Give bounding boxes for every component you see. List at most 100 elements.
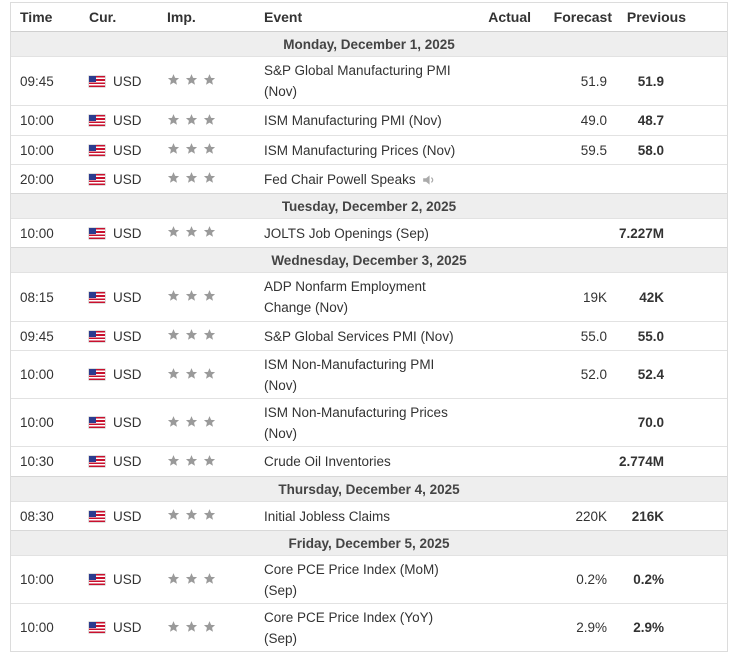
currency-code: USD bbox=[113, 113, 142, 128]
event-row[interactable]: 08:15 USD ADP Nonfarm Employment Change (N… bbox=[11, 272, 727, 321]
event-name[interactable]: ISM Non-Manufacturing PMI (Nov) bbox=[262, 354, 469, 396]
event-name[interactable]: Crude Oil Inventories bbox=[262, 451, 469, 472]
event-currency: USD bbox=[83, 415, 163, 430]
event-previous: 52.4 bbox=[637, 367, 664, 382]
event-previous: 58.0 bbox=[637, 142, 664, 158]
importance-stars bbox=[163, 113, 262, 129]
event-name[interactable]: Core PCE Price Index (MoM) (Sep) bbox=[262, 559, 469, 601]
date-header: Tuesday, December 2, 2025 bbox=[11, 193, 727, 218]
importance-stars bbox=[163, 508, 262, 524]
col-time[interactable]: Time bbox=[20, 9, 53, 25]
event-forecast: 51.9 bbox=[580, 73, 607, 89]
event-name[interactable]: Fed Chair Powell Speaks bbox=[262, 169, 469, 190]
event-time: 10:00 bbox=[20, 142, 54, 158]
col-forecast[interactable]: Forecast bbox=[553, 9, 612, 25]
col-currency[interactable]: Cur. bbox=[89, 9, 117, 25]
importance-stars bbox=[163, 73, 262, 89]
event-previous: 42K bbox=[639, 289, 664, 305]
star-icon bbox=[203, 142, 221, 158]
event-row[interactable]: 10:00 USD ISM Non-Manufacturing Prices (No… bbox=[11, 398, 727, 446]
event-row[interactable]: 10:00 USD JOLTS Job Openings (Sep) 7.227M bbox=[11, 218, 727, 247]
event-time: 08:15 bbox=[20, 289, 54, 305]
event-name[interactable]: S&P Global Services PMI (Nov) bbox=[262, 326, 469, 347]
event-name-text[interactable]: Core PCE Price Index (YoY) (Sep) bbox=[264, 609, 434, 646]
event-row[interactable]: 09:45 USD S&P Global Manufacturing PMI (No… bbox=[11, 56, 727, 105]
event-row[interactable]: 10:00 USD ISM Manufacturing PMI (Nov) 49.0 4… bbox=[11, 105, 727, 135]
us-flag-icon bbox=[89, 622, 105, 633]
event-row[interactable]: 10:00 USD ISM Manufacturing Prices (Nov) 59… bbox=[11, 135, 727, 164]
event-name-text[interactable]: S&P Global Services PMI (Nov) bbox=[264, 328, 454, 344]
importance-stars bbox=[163, 620, 262, 636]
star-icon bbox=[203, 620, 221, 636]
event-time: 10:30 bbox=[20, 454, 54, 469]
col-actual[interactable]: Actual bbox=[488, 9, 531, 25]
event-currency: USD bbox=[83, 509, 163, 524]
event-row[interactable]: 20:00 USD Fed Chair Powell Speaks bbox=[11, 164, 727, 193]
star-icon bbox=[167, 415, 185, 431]
event-previous: 7.227M bbox=[618, 225, 664, 241]
star-icon bbox=[185, 171, 203, 187]
us-flag-icon bbox=[89, 456, 105, 467]
event-name-text[interactable]: ISM Manufacturing PMI (Nov) bbox=[264, 113, 442, 128]
us-flag-icon bbox=[89, 173, 105, 185]
event-row[interactable]: 08:30 USD Initial Jobless Claims 220K 216K bbox=[11, 501, 727, 530]
event-previous: 70.0 bbox=[637, 415, 664, 430]
event-forecast: 55.0 bbox=[580, 328, 607, 344]
event-name-text[interactable]: ISM Manufacturing Prices (Nov) bbox=[264, 142, 456, 158]
star-icon bbox=[203, 328, 221, 344]
event-name-text[interactable]: Fed Chair Powell Speaks bbox=[264, 171, 416, 187]
event-row[interactable]: 09:45 USD S&P Global Services PMI (Nov) 55.… bbox=[11, 321, 727, 350]
event-name-text[interactable]: Crude Oil Inventories bbox=[264, 454, 391, 469]
event-name[interactable]: S&P Global Manufacturing PMI (Nov) bbox=[262, 60, 469, 102]
event-name-text[interactable]: ISM Non-Manufacturing PMI (Nov) bbox=[264, 356, 435, 393]
star-icon bbox=[167, 620, 185, 636]
event-forecast: 59.5 bbox=[580, 142, 607, 158]
event-forecast: 52.0 bbox=[580, 367, 607, 382]
event-name[interactable]: ISM Manufacturing PMI (Nov) bbox=[262, 110, 469, 131]
table-header: Time Cur. Imp. Event Actual Forecast Pre… bbox=[11, 3, 727, 32]
event-name[interactable]: ISM Manufacturing Prices (Nov) bbox=[262, 140, 469, 161]
event-row[interactable]: 10:00 USD ISM Non-Manufacturing PMI (Nov) 5… bbox=[11, 350, 727, 398]
event-name-text[interactable]: JOLTS Job Openings (Sep) bbox=[264, 225, 429, 241]
event-row[interactable]: 10:30 USD Crude Oil Inventories 2.774M bbox=[11, 446, 727, 476]
event-time: 10:00 bbox=[20, 620, 54, 635]
importance-stars bbox=[163, 415, 262, 431]
importance-stars bbox=[163, 572, 262, 588]
event-row[interactable]: 10:00 USD Core PCE Price Index (YoY) (Sep)… bbox=[11, 603, 727, 651]
event-name-text[interactable]: Core PCE Price Index (MoM) (Sep) bbox=[264, 561, 439, 598]
event-previous: 2.9% bbox=[633, 620, 664, 635]
event-name[interactable]: Core PCE Price Index (YoY) (Sep) bbox=[262, 607, 469, 649]
event-name-text[interactable]: Initial Jobless Claims bbox=[264, 508, 391, 524]
event-name-text[interactable]: S&P Global Manufacturing PMI (Nov) bbox=[264, 63, 451, 99]
event-name[interactable]: JOLTS Job Openings (Sep) bbox=[262, 223, 469, 244]
event-row[interactable]: 10:00 USD Core PCE Price Index (MoM) (Sep)… bbox=[11, 555, 727, 603]
star-icon bbox=[203, 572, 221, 588]
star-icon bbox=[203, 289, 221, 305]
economic-calendar: Time Cur. Imp. Event Actual Forecast Pre… bbox=[10, 2, 728, 652]
event-time: 10:00 bbox=[20, 113, 54, 128]
star-icon bbox=[167, 142, 185, 158]
col-event[interactable]: Event bbox=[264, 8, 303, 25]
event-time: 20:00 bbox=[20, 171, 54, 187]
event-name-text[interactable]: ISM Non-Manufacturing Prices (Nov) bbox=[264, 404, 448, 441]
event-name[interactable]: Initial Jobless Claims bbox=[262, 506, 469, 527]
date-header: Thursday, December 4, 2025 bbox=[11, 476, 727, 501]
event-currency: USD bbox=[83, 367, 163, 382]
star-icon bbox=[167, 289, 185, 305]
col-previous[interactable]: Previous bbox=[626, 9, 686, 25]
event-currency: USD bbox=[83, 226, 163, 241]
star-icon bbox=[185, 142, 203, 158]
event-name[interactable]: ADP Nonfarm Employment Change (Nov) bbox=[262, 276, 469, 318]
event-currency: USD bbox=[83, 454, 163, 469]
event-previous: 216K bbox=[631, 508, 664, 524]
star-icon bbox=[167, 572, 185, 588]
event-forecast: 2.9% bbox=[576, 620, 607, 635]
importance-stars bbox=[163, 328, 262, 344]
event-name-text[interactable]: ADP Nonfarm Employment Change (Nov) bbox=[264, 279, 426, 315]
star-icon bbox=[167, 367, 185, 383]
event-name[interactable]: ISM Non-Manufacturing Prices (Nov) bbox=[262, 402, 469, 444]
event-forecast: 0.2% bbox=[576, 572, 607, 587]
col-importance[interactable]: Imp. bbox=[167, 9, 196, 25]
event-currency: USD bbox=[83, 572, 163, 587]
star-icon bbox=[167, 73, 185, 89]
